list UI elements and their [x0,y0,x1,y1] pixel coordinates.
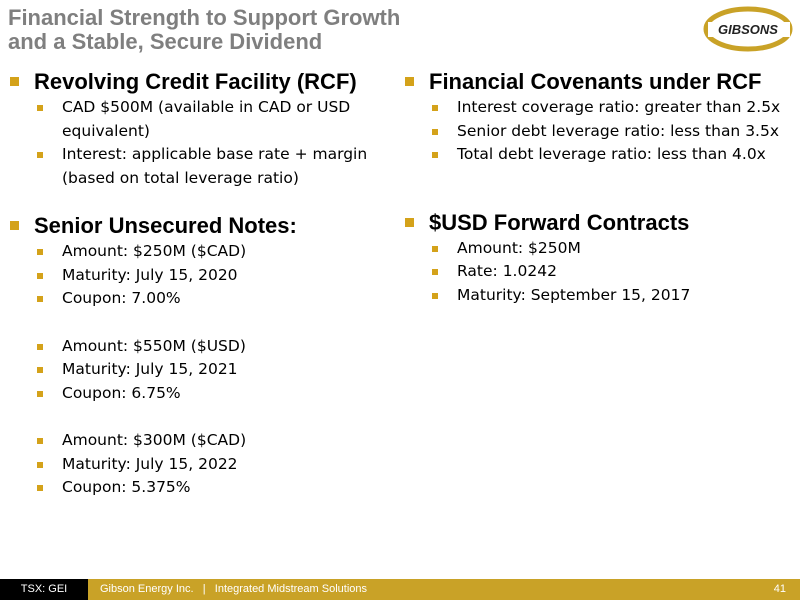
section-heading: Financial Covenants under RCF [405,68,800,96]
bullet-item: Amount: $250M [432,237,797,261]
bullet-group: Interest coverage ratio: greater than 2.… [405,96,800,167]
bullet-group: Amount: $250M Rate: 1.0242 Maturity: Septe… [405,237,800,308]
separator: | [202,583,206,595]
bullet-item: Coupon: 5.375% [37,476,372,500]
section-heading: Revolving Credit Facility (RCF) [10,68,390,96]
bullet-group: Amount: $250M ($CAD) Maturity: July 15, 2… [10,240,390,311]
logo: GIBSONS [703,6,793,52]
bullet-item: Maturity: July 15, 2021 [37,358,372,382]
bullet-item: Total debt leverage ratio: less than 4.0… [432,143,797,167]
bullet-item: Senior debt leverage ratio: less than 3.… [432,120,797,144]
footer-text: Gibson Energy Inc. | Integrated Midstrea… [100,579,367,600]
title-line: and a Stable, Secure Dividend [8,29,323,54]
bullet-item: Amount: $250M ($CAD) [37,240,372,264]
section: $USD Forward Contracts Amount: $250M Rate:… [405,209,800,308]
page-number: 41 [773,583,786,595]
tagline: Integrated Midstream Solutions [214,583,368,595]
bullet-item: Interest: applicable base rate + margin … [37,143,372,190]
bullet-item: Amount: $300M ($CAD) [37,429,372,453]
bullet-group: CAD $500M (available in CAD or USD equiv… [10,96,390,190]
title-line: Financial Strength to Support Growth [8,5,401,30]
logo-text: GIBSONS [718,22,778,37]
bullet-item: Maturity: July 15, 2020 [37,264,372,288]
section-heading: Senior Unsecured Notes: [10,212,390,240]
footer: TSX: GEI Gibson Energy Inc. | Integrated… [0,579,800,600]
right-column: Financial Covenants under RCF Interest co… [405,68,800,349]
bullet-item: Rate: 1.0242 [432,260,797,284]
bullet-item: Amount: $550M ($USD) [37,335,372,359]
section: Senior Unsecured Notes: Amount: $250M ($C… [10,212,390,500]
left-column: Revolving Credit Facility (RCF) CAD $500M… [10,68,390,522]
bullet-group: Amount: $300M ($CAD) Maturity: July 15, 2… [10,429,390,500]
bullet-group: Amount: $550M ($USD) Maturity: July 15, 2… [10,335,390,406]
section: Revolving Credit Facility (RCF) CAD $500M… [10,68,390,190]
section: Financial Covenants under RCF Interest co… [405,68,800,167]
bullet-item: Coupon: 6.75% [37,382,372,406]
bullet-item: Coupon: 7.00% [37,287,372,311]
bullet-item: Interest coverage ratio: greater than 2.… [432,96,797,120]
section-heading: $USD Forward Contracts [405,209,800,237]
title: Financial Strength to Support Growth and… [8,6,400,54]
bullet-item: Maturity: September 15, 2017 [432,284,797,308]
logo-band [708,22,790,37]
bullet-item: CAD $500M (available in CAD or USD equiv… [37,96,372,143]
ticker: TSX: GEI [0,579,88,600]
company: Gibson Energy Inc. [100,583,194,595]
bullet-item: Maturity: July 15, 2022 [37,453,372,477]
